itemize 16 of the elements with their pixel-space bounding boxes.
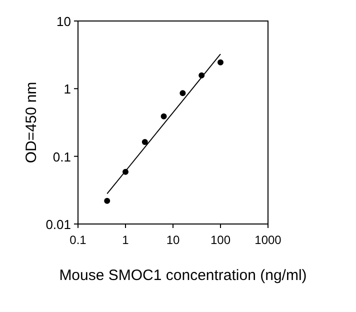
x-tick-label: 1 — [122, 233, 130, 247]
point — [142, 138, 148, 145]
x-tick-label: 0.1 — [70, 233, 87, 247]
x-tick-label: 10 — [166, 233, 180, 247]
x-tick-label: 100 — [210, 233, 231, 247]
point — [160, 113, 167, 120]
point — [180, 90, 186, 96]
y-tick-label: 1 — [64, 82, 71, 97]
point — [104, 198, 110, 204]
y-tick-label: 10 — [56, 14, 71, 29]
x-axis-title: Mouse SMOC1 concentration (ng/ml) — [59, 267, 307, 284]
x-tick-label: 1000 — [254, 233, 282, 247]
y-tick-label: 0.01 — [46, 217, 71, 232]
point — [218, 59, 224, 66]
y-axis-title: OD=450 nm — [23, 82, 40, 164]
y-tick-label: 0.1 — [52, 149, 71, 164]
